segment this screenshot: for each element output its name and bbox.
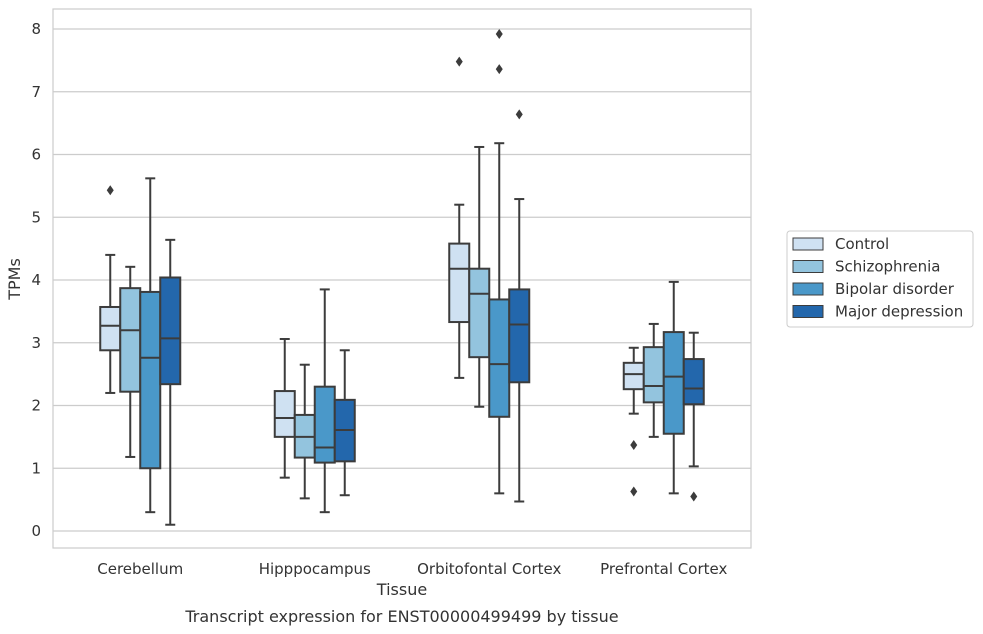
y-tick-label: 8 bbox=[31, 20, 41, 38]
legend-swatch bbox=[792, 260, 824, 273]
x-tick-label: Cerebellum bbox=[97, 560, 183, 578]
y-axis-label: TPMs bbox=[5, 258, 24, 301]
x-tick-label: Orbitofontal Cortex bbox=[417, 560, 561, 578]
y-tick-label: 2 bbox=[31, 397, 41, 415]
box-control bbox=[273, 337, 296, 479]
outlier-point bbox=[455, 56, 463, 67]
iqr-box bbox=[313, 385, 336, 464]
x-tick-label: Prefrontal Cortex bbox=[600, 560, 727, 578]
box-major-depression bbox=[508, 109, 531, 503]
outlier-point bbox=[690, 491, 698, 502]
plot-frame bbox=[52, 8, 752, 549]
box-bipolar-disorder bbox=[139, 177, 162, 514]
y-tick-label: 6 bbox=[31, 146, 41, 164]
iqr-box bbox=[139, 290, 162, 470]
iqr-box bbox=[159, 276, 182, 386]
y-tick-label: 5 bbox=[31, 208, 41, 226]
iqr-box bbox=[99, 305, 122, 352]
x-axis-label: Tissue bbox=[376, 580, 427, 599]
outlier-point bbox=[515, 109, 523, 120]
iqr-box bbox=[488, 298, 511, 418]
outlier-point bbox=[495, 29, 503, 40]
legend: Control Schizophrenia Bipolar disorder Majo… bbox=[786, 230, 974, 328]
box-groups bbox=[99, 29, 705, 526]
iqr-box bbox=[273, 390, 296, 438]
iqr-box bbox=[119, 287, 142, 393]
y-tick-label: 0 bbox=[31, 522, 41, 540]
legend-swatch bbox=[792, 237, 824, 251]
x-tick-label: Hipppocampus bbox=[259, 560, 371, 578]
legend-label: Schizophrenia bbox=[835, 258, 940, 276]
box-bipolar-disorder bbox=[313, 288, 336, 514]
y-axis-ticks: 0 1 2 3 4 5 6 7 8 bbox=[31, 20, 41, 540]
y-tick-label: 3 bbox=[31, 334, 41, 352]
legend-label: Major depression bbox=[835, 303, 963, 321]
iqr-box bbox=[622, 361, 645, 391]
y-tick-label: 7 bbox=[31, 83, 41, 101]
legend-label: Control bbox=[835, 235, 889, 253]
iqr-box bbox=[642, 346, 665, 404]
y-tick-label: 1 bbox=[31, 459, 41, 477]
iqr-box bbox=[682, 358, 705, 406]
legend-label: Bipolar disorder bbox=[835, 280, 955, 298]
legend-swatch bbox=[792, 282, 824, 296]
legend-frame bbox=[786, 230, 974, 328]
iqr-box bbox=[468, 267, 491, 359]
iqr-box bbox=[662, 331, 685, 435]
box-major-depression bbox=[333, 349, 356, 497]
iqr-box bbox=[448, 242, 471, 324]
iqr-box bbox=[508, 288, 531, 384]
outlier-point bbox=[630, 486, 638, 497]
legend-swatch bbox=[792, 305, 824, 318]
y-tick-label: 4 bbox=[31, 271, 41, 289]
box-major-depression bbox=[159, 238, 182, 526]
outlier-point bbox=[630, 440, 638, 451]
outlier-point bbox=[495, 64, 503, 75]
box-schizophrenia bbox=[119, 265, 142, 458]
chart-caption: Transcript expression for ENST0000049949… bbox=[184, 607, 618, 626]
x-axis-ticks: Cerebellum Hipppocampus Orbitofontal Corte… bbox=[97, 560, 727, 578]
box-major-depression bbox=[682, 331, 705, 502]
outlier-point bbox=[106, 185, 114, 196]
